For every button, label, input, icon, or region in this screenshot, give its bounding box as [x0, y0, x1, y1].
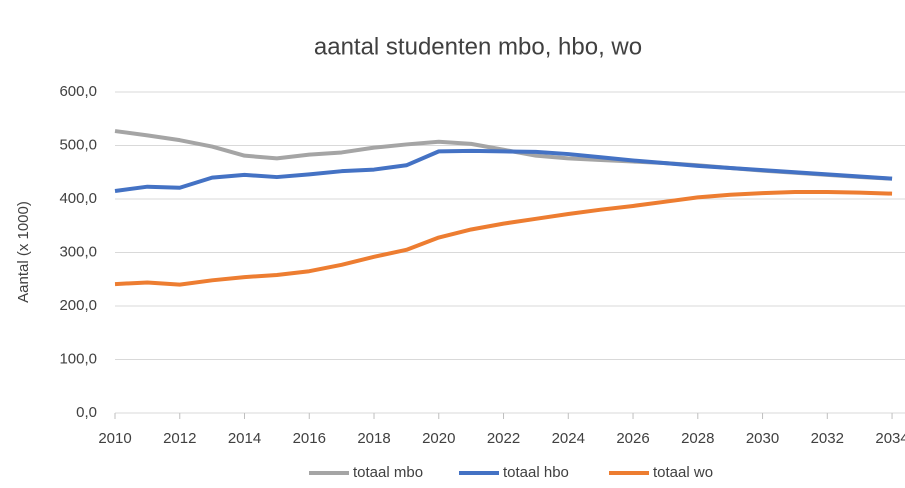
x-tick-label: 2034 [875, 430, 905, 447]
legend-label: totaal hbo [503, 464, 569, 481]
x-tick-label: 2030 [746, 430, 779, 447]
legend-label: totaal wo [653, 464, 713, 481]
y-tick-label: 300,0 [59, 243, 97, 260]
y-tick-label: 0,0 [76, 404, 97, 421]
x-tick-label: 2012 [163, 430, 196, 447]
x-tick-label: 2032 [811, 430, 844, 447]
x-tick-label: 2028 [681, 430, 714, 447]
x-tick-label: 2024 [552, 430, 585, 447]
y-axis-label: Aantal (x 1000) [15, 201, 32, 303]
x-tick-label: 2018 [357, 430, 390, 447]
x-tick-label: 2026 [616, 430, 649, 447]
series-line [114, 190, 893, 287]
x-tick-label: 2010 [98, 430, 131, 447]
x-tick-label: 2020 [422, 430, 455, 447]
y-tick-label: 100,0 [59, 350, 97, 367]
x-tick-label: 2014 [228, 430, 261, 447]
y-tick-label: 600,0 [59, 83, 97, 100]
y-tick-label: 400,0 [59, 190, 97, 207]
chart-title: aantal studenten mbo, hbo, wo [314, 33, 642, 60]
y-tick-label: 200,0 [59, 297, 97, 314]
y-tick-label: 500,0 [59, 136, 97, 153]
legend-label: totaal mbo [353, 464, 423, 481]
series-line [114, 148, 893, 193]
x-tick-label: 2022 [487, 430, 520, 447]
x-tick-label: 2016 [293, 430, 326, 447]
